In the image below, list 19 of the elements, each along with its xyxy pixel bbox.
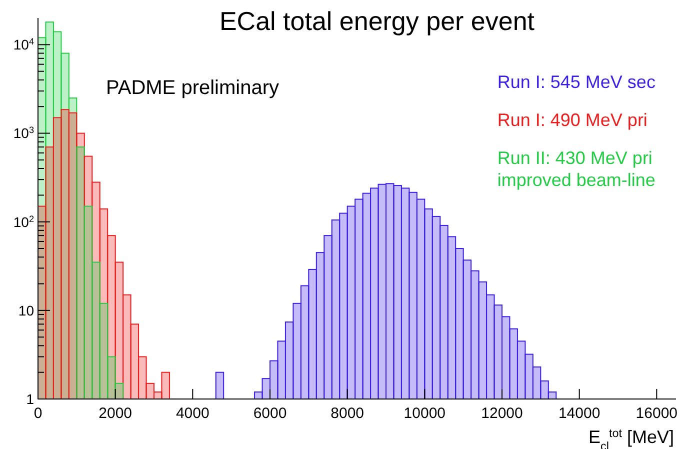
x-tick-label: 2000 xyxy=(98,405,132,422)
x-tick-label: 10000 xyxy=(404,405,446,422)
text: Run I: 490 MeV pri xyxy=(497,110,648,130)
x-tick-label: 12000 xyxy=(481,405,523,422)
x-tick-label: 0 xyxy=(34,405,42,422)
text: Run I: 545 MeV sec xyxy=(497,72,656,92)
x-tick-label: 14000 xyxy=(558,405,600,422)
chart-title: ECal total energy per event xyxy=(219,6,536,36)
x-tick-label: 16000 xyxy=(636,405,678,422)
y-tick-label: 10 xyxy=(18,302,34,318)
x-tick-label: 6000 xyxy=(253,405,287,422)
y-tick-label: 10$^{4}$ xyxy=(13,36,34,53)
x-tick-label: 4000 xyxy=(176,405,210,422)
annotation: PADME preliminary xyxy=(106,77,279,99)
y-tick-label: 10$^{3}$ xyxy=(13,125,34,142)
text: Run II: 430 MeV pri improved beam-line xyxy=(497,148,656,190)
x-tick-label: 8000 xyxy=(330,405,364,422)
y-tick-label: 1 xyxy=(26,391,34,407)
y-tick-label: 10$^{2}$ xyxy=(13,214,34,230)
